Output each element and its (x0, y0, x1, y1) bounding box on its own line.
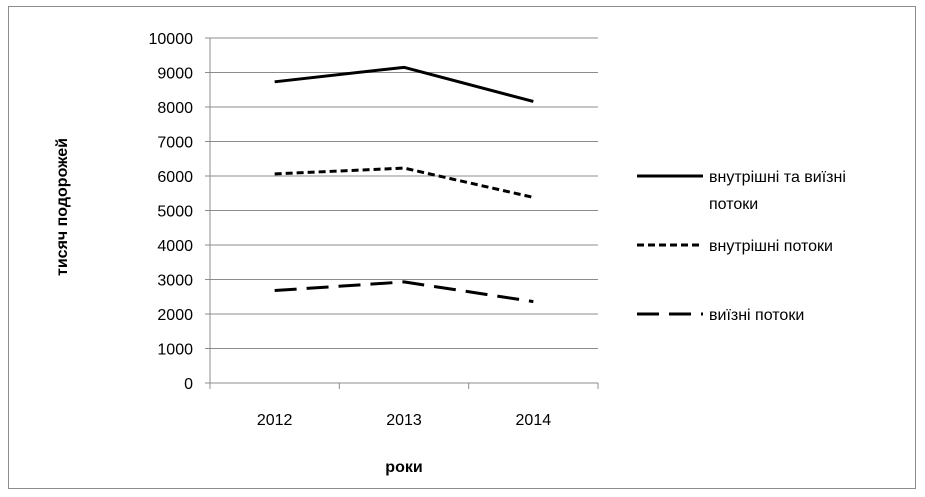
y-tick-labels: 0 1000 2000 3000 4000 5000 6000 7000 8000 9000 100… (149, 31, 194, 393)
y-tick-label: 2000 (157, 307, 193, 324)
axes (205, 37, 599, 389)
legend-label-2: внутрішні потоки (709, 238, 833, 255)
y-tick-label: 4000 (157, 238, 193, 255)
series-line-2 (274, 166, 534, 199)
y-tick-label: 6000 (157, 169, 193, 186)
y-tick-label: 3000 (157, 273, 193, 290)
chart-frame (8, 6, 916, 489)
series-line-3 (274, 280, 534, 304)
x-tick-labels: 2012 2013 2014 (257, 412, 551, 429)
series-line-1 (274, 65, 534, 103)
legend-label-1: потоки (709, 196, 758, 213)
legend-label-1: внутрішні та виїзні (709, 169, 846, 186)
legend-label-3: виїзні потоки (709, 307, 804, 324)
y-axis-title: тисяч подорожей (54, 138, 71, 276)
y-tick-label: 5000 (157, 204, 193, 221)
y-tick-label: 10000 (149, 31, 194, 48)
y-tick-label: 9000 (157, 66, 193, 83)
x-tick-label: 2014 (516, 412, 552, 429)
x-axis-title: роки (385, 459, 422, 476)
legend: внутрішні та виїзні потоки внутрішні поток… (637, 169, 846, 324)
y-tick-label: 0 (184, 376, 193, 393)
series-lines (274, 65, 534, 304)
x-tick-label: 2012 (257, 412, 293, 429)
y-tick-label: 7000 (157, 135, 193, 152)
grid-lines (210, 37, 598, 349)
y-tick-label: 1000 (157, 342, 193, 359)
y-tick-label: 8000 (157, 100, 193, 117)
x-tick-label: 2013 (386, 412, 422, 429)
